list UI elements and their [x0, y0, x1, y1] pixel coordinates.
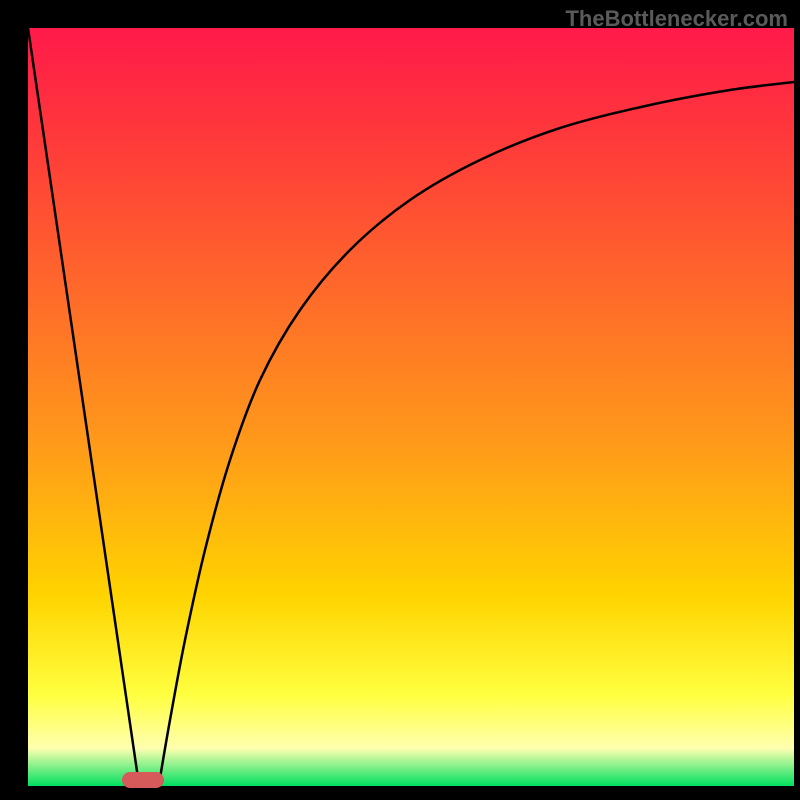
left-line: [28, 28, 138, 778]
bottleneck-marker: [122, 772, 164, 788]
right-curve: [160, 82, 794, 778]
curves-svg: [0, 0, 800, 800]
